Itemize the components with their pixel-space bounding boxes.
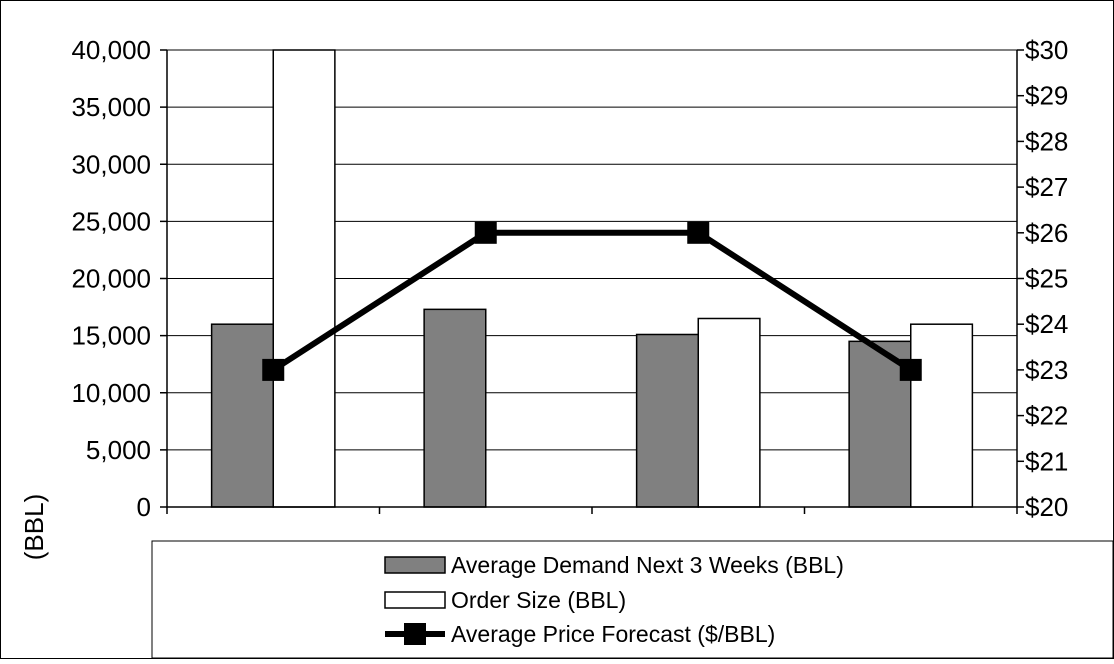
y-left-tick-label: 0: [137, 492, 151, 522]
tick-labels: 0 5,000 10,000 15,000 20,000 25,000 30,000 35,0…: [71, 35, 1068, 522]
y-right-tick-label: $25: [1025, 264, 1068, 294]
bar-series: [210, 49, 974, 508]
legend-marker-price-forecast: [404, 623, 426, 645]
legend-box: [151, 540, 1114, 659]
legend-label-average-demand: Average Demand Next 3 Weeks (BBL): [451, 552, 844, 578]
y-right-tick-label: $20: [1025, 492, 1068, 522]
legend-swatch-order-size: [384, 591, 446, 609]
bar-average-demand-2: [423, 308, 487, 508]
price-forecast-marker-1: [262, 358, 285, 381]
y-right-tick-label: $23: [1025, 355, 1068, 385]
y-left-tick-label: 25,000: [71, 206, 151, 236]
y-axis-left-label: (BBL): [19, 494, 49, 560]
price-forecast-marker-3: [687, 221, 710, 244]
price-forecast-marker-2: [474, 221, 497, 244]
y-right-tick-label: $30: [1025, 35, 1068, 65]
bar-order-size-1: [272, 49, 336, 508]
y-right-tick-label: $24: [1025, 309, 1068, 339]
legend-label-order-size: Order Size (BBL): [451, 587, 626, 613]
legend-swatch-average-demand: [384, 556, 446, 574]
line-series: [262, 221, 922, 381]
y-left-tick-label: 30,000: [71, 149, 151, 179]
legend: Average Demand Next 3 Weeks (BBL) Order S…: [151, 540, 1114, 659]
legend-label-price-forecast: Average Price Forecast ($/BBL): [451, 621, 775, 647]
bar-order-size-4: [910, 323, 974, 508]
bar-order-size-3: [697, 317, 761, 508]
y-left-tick-label: 10,000: [71, 378, 151, 408]
y-left-tick-label: 40,000: [71, 35, 151, 65]
price-forecast-line: [271, 229, 913, 373]
y-left-tick-label: 20,000: [71, 264, 151, 294]
y-right-tick-label: $22: [1025, 401, 1068, 431]
y-right-tick-label: $27: [1025, 172, 1068, 202]
y-right-tick-label: $26: [1025, 218, 1068, 248]
y-left-tick-label: 5,000: [86, 435, 151, 465]
axes: [160, 49, 1024, 514]
price-forecast-marker-4: [899, 358, 922, 381]
y-right-tick-label: $21: [1025, 446, 1068, 476]
y-left-tick-label: 15,000: [71, 321, 151, 351]
y-right-tick-label: $29: [1025, 81, 1068, 111]
bar-average-demand-1: [210, 323, 274, 508]
bar-average-demand-3: [635, 333, 699, 508]
y-right-tick-label: $28: [1025, 126, 1068, 156]
y-left-tick-label: 35,000: [71, 92, 151, 122]
